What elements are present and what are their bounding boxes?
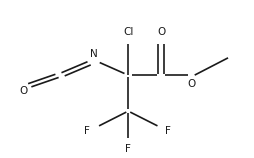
Text: F: F	[85, 126, 90, 136]
Text: F: F	[125, 144, 131, 154]
Text: Cl: Cl	[123, 27, 133, 37]
Text: O: O	[157, 27, 165, 37]
Text: N: N	[90, 49, 98, 59]
Text: O: O	[19, 86, 27, 96]
Text: F: F	[165, 126, 171, 136]
Text: O: O	[187, 79, 196, 89]
